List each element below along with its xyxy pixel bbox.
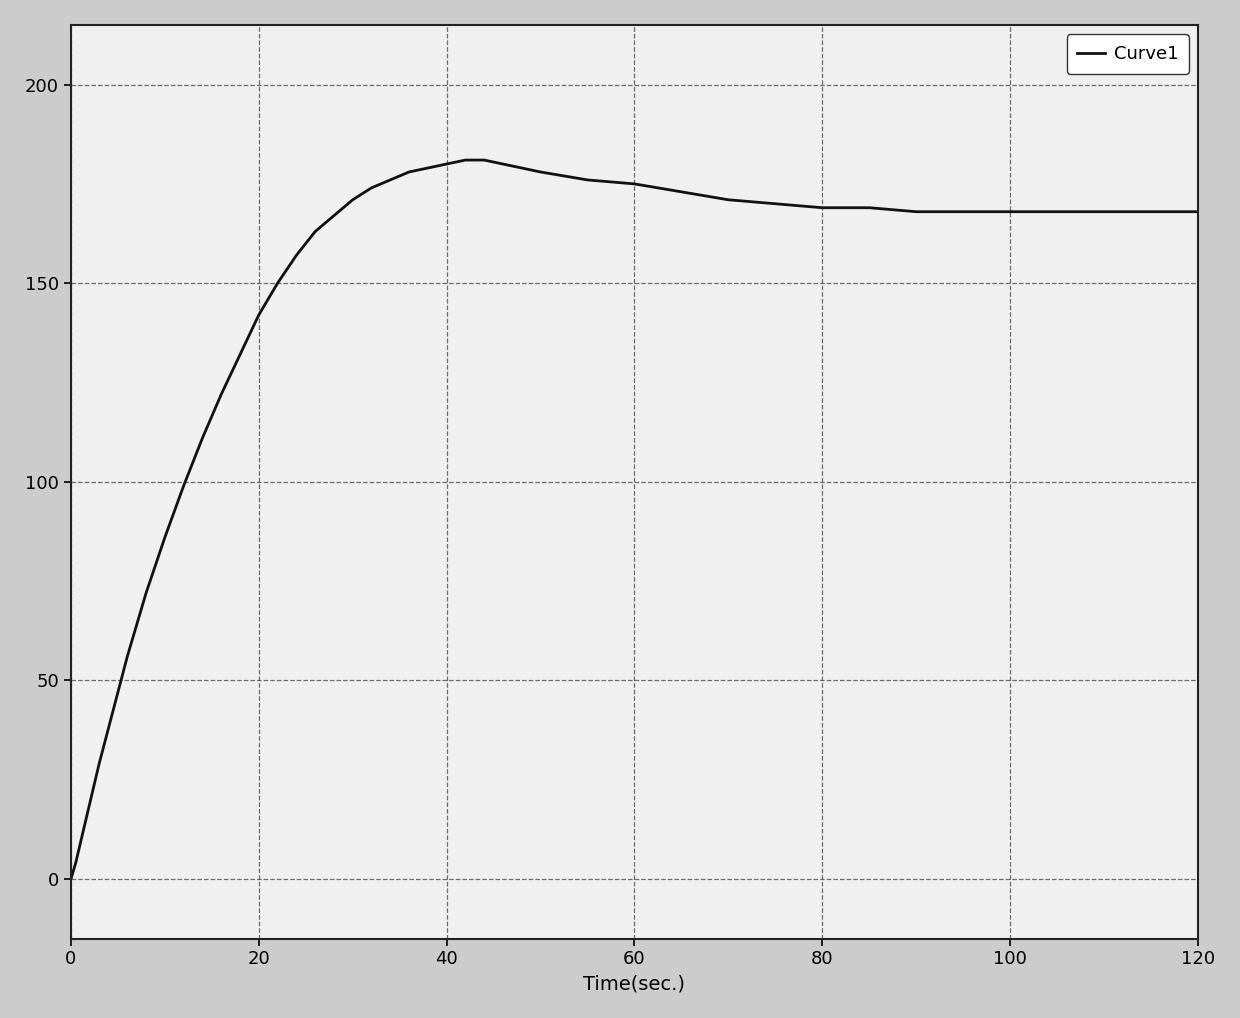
Curve1 bbox=[515, 162, 529, 174]
Curve1 bbox=[78, 817, 93, 830]
Curve1 bbox=[110, 686, 125, 698]
Curve1 bbox=[326, 210, 341, 222]
Curve1 bbox=[458, 154, 472, 166]
Curve1 bbox=[63, 873, 78, 886]
Legend: Curve1: Curve1 bbox=[1066, 34, 1189, 73]
Curve1 bbox=[496, 158, 511, 170]
Curve1 bbox=[862, 202, 877, 214]
Curve1 bbox=[139, 587, 154, 600]
Curve1 bbox=[82, 797, 97, 809]
Curve1 bbox=[1143, 206, 1158, 218]
Curve1 bbox=[68, 857, 83, 869]
Curve1 bbox=[476, 154, 491, 166]
X-axis label: Time(sec.): Time(sec.) bbox=[584, 974, 686, 993]
Curve1 bbox=[627, 178, 642, 190]
Curve1 bbox=[383, 174, 398, 186]
Curve1 bbox=[1096, 206, 1111, 218]
Curve1 bbox=[345, 193, 360, 206]
Curve1 bbox=[73, 837, 88, 849]
Curve1 bbox=[233, 348, 248, 360]
Curve1 bbox=[1003, 206, 1018, 218]
Curve1 bbox=[402, 166, 417, 178]
Curve1 bbox=[129, 619, 144, 631]
Curve1 bbox=[252, 308, 267, 321]
Curve1 bbox=[176, 479, 191, 492]
Curve1 bbox=[270, 277, 285, 289]
Curve1 bbox=[768, 197, 782, 210]
Curve1 bbox=[1049, 206, 1064, 218]
Curve1 bbox=[439, 158, 454, 170]
Curve1 bbox=[148, 559, 162, 571]
Curve1 bbox=[909, 206, 924, 218]
Curve1 bbox=[195, 432, 210, 444]
Curve1 bbox=[1190, 206, 1205, 218]
Curve1 bbox=[815, 202, 830, 214]
Curve1 bbox=[365, 182, 379, 194]
Curve1 bbox=[92, 757, 107, 770]
Curve1 bbox=[308, 225, 322, 237]
Curve1 bbox=[157, 531, 172, 544]
Curve1 bbox=[580, 174, 595, 186]
Curve1 bbox=[100, 722, 115, 734]
Curve1 bbox=[956, 206, 971, 218]
Curve1 bbox=[675, 185, 689, 197]
Curve1 bbox=[420, 162, 435, 174]
Curve1 bbox=[213, 388, 228, 400]
Curve1 bbox=[289, 249, 304, 262]
Curve1 bbox=[120, 651, 135, 663]
Curve1 bbox=[720, 193, 735, 206]
Line: Curve1: Curve1 bbox=[71, 160, 1198, 880]
Curve1 bbox=[533, 166, 548, 178]
